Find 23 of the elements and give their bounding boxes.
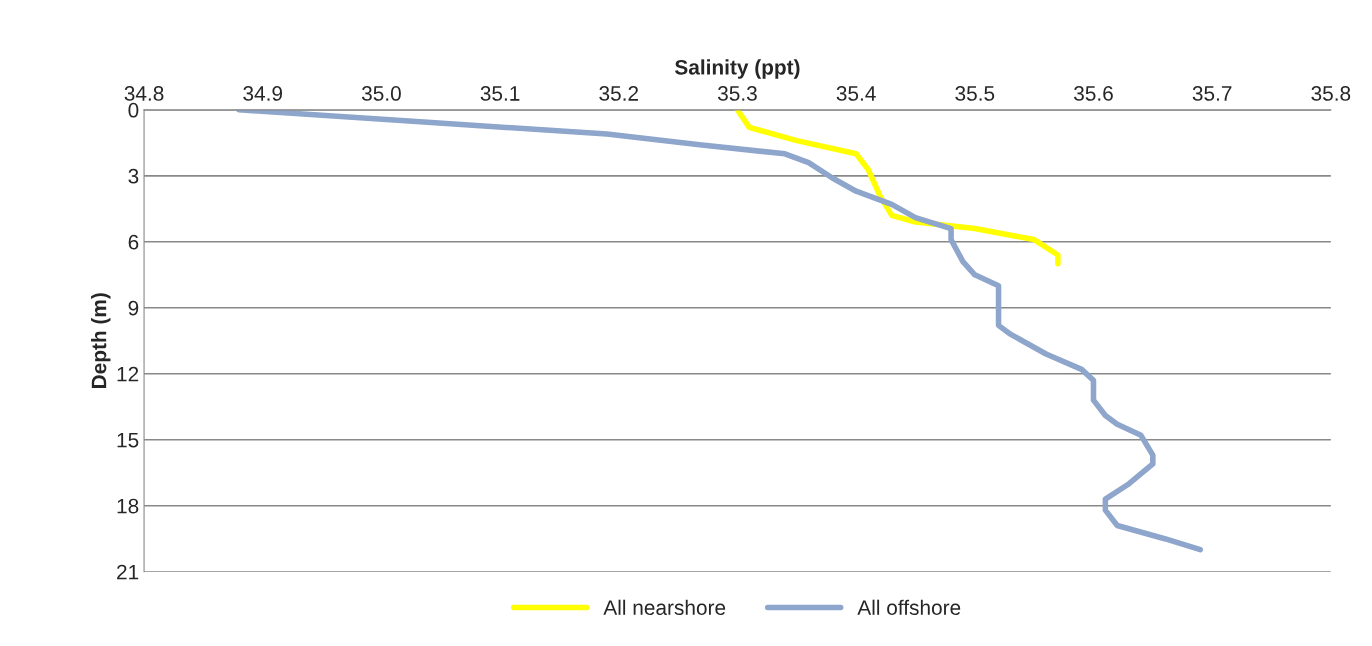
x-tick-label: 34.8 — [124, 86, 164, 101]
x-tick-label: 35.0 — [361, 86, 401, 101]
y-tick-label: 0 — [128, 102, 139, 118]
y-axis-title: Depth (m) — [91, 293, 111, 388]
x-tick-label: 35.3 — [717, 86, 757, 101]
legend-label: All offshore — [857, 599, 961, 615]
legend-label: All nearshore — [603, 599, 726, 615]
y-tick-label: 3 — [128, 168, 139, 184]
x-tick-label: 35.7 — [1192, 86, 1232, 101]
y-tick-label: 6 — [128, 234, 139, 250]
x-tick-label: 35.2 — [599, 86, 638, 101]
x-tick-label: 34.9 — [243, 86, 283, 101]
y-tick-label: 15 — [117, 432, 139, 448]
y-tick-label: 21 — [117, 564, 139, 580]
x-tick-label: 35.8 — [1311, 86, 1351, 101]
y-tick-label: 9 — [128, 300, 139, 316]
x-tick-label: 35.5 — [955, 86, 995, 101]
y-tick-label: 18 — [117, 498, 139, 514]
x-tick-label: 35.6 — [1074, 86, 1113, 101]
x-tick-label: 35.4 — [836, 86, 876, 101]
x-axis-title: Salinity (ppt) — [674, 59, 800, 79]
y-tick-label: 12 — [117, 366, 139, 382]
x-tick-label: 35.1 — [480, 86, 520, 101]
